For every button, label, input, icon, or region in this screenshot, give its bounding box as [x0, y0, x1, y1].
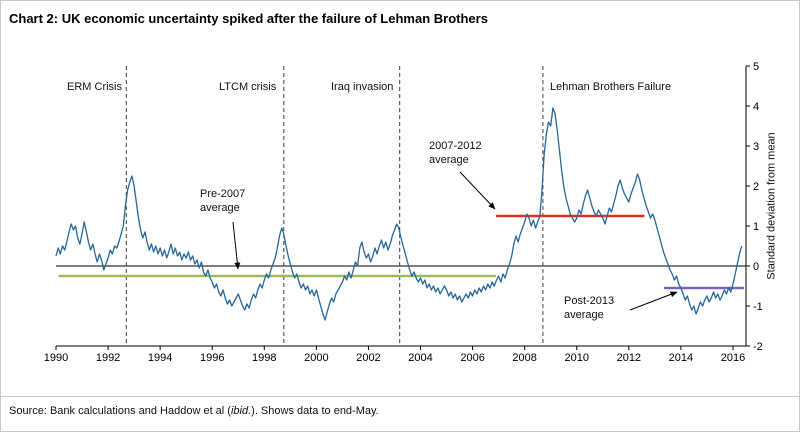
annotation-pre-2007-average: Pre-2007 average: [200, 188, 246, 215]
event-label-ltcm-crisis: LTCM crisis: [219, 81, 277, 93]
x-tick-label: 2006: [460, 352, 484, 364]
uncertainty-series: [55, 107, 743, 321]
event-label-lehman-failure: Lehman Brothers Failure: [550, 81, 672, 93]
x-tick-label: 2016: [721, 352, 745, 364]
annotation-arrow-1: [459, 171, 496, 210]
y-tick-label: 1: [753, 221, 759, 233]
y-axis-title: Standard deviation from mean: [766, 132, 778, 280]
event-label-iraq-invasion: Iraq invasion: [331, 81, 394, 93]
source-text-suffix: ). Shows data to end-May.: [251, 405, 379, 417]
y-tick-label: -2: [753, 341, 763, 353]
chart-title: Chart 2: UK economic uncertainty spiked …: [9, 11, 488, 26]
y-axis-title-container: Standard deviation from mean: [763, 66, 781, 346]
x-tick-label: 1990: [44, 352, 68, 364]
annotation-2007-2012-average: 2007-2012 average: [429, 140, 482, 167]
x-tick-label: 2014: [669, 352, 693, 364]
source-ibid: ibid.: [230, 405, 252, 417]
x-tick-label: 2012: [617, 352, 641, 364]
y-tick-label: 2: [753, 181, 759, 193]
footer-divider: [1, 396, 799, 397]
x-tick-label: 1994: [148, 352, 172, 364]
x-tick-label: 1996: [200, 352, 224, 364]
y-tick-label: 4: [753, 101, 759, 113]
x-tick-label: 1998: [252, 352, 276, 364]
source-note: Source: Bank calculations and Haddow et …: [9, 405, 379, 417]
x-tick-label: 2010: [565, 352, 589, 364]
event-label-erm-crisis: ERM Crisis: [67, 81, 122, 93]
plot: 1990 1992 1994 1996 1998 2000 2002 2004 2006 2008…: [44, 61, 763, 364]
x-tick-label: 1992: [96, 352, 120, 364]
source-text-prefix: Source: Bank calculations and Haddow et …: [9, 405, 231, 417]
annotation-arrow-2: [629, 291, 678, 311]
x-tick-label: 2008: [512, 352, 536, 364]
y-tick-label: 5: [753, 61, 759, 73]
x-tick-label: 2000: [304, 352, 328, 364]
y-tick-label: -1: [753, 301, 763, 313]
x-tick-label: 2002: [356, 352, 380, 364]
annotation-arrow-0: [232, 221, 241, 270]
y-tick-label: 0: [753, 261, 759, 273]
x-tick-label: 2004: [408, 352, 432, 364]
annotation-post-2013-average: Post-2013 average: [564, 295, 615, 322]
y-tick-label: 3: [753, 141, 759, 153]
